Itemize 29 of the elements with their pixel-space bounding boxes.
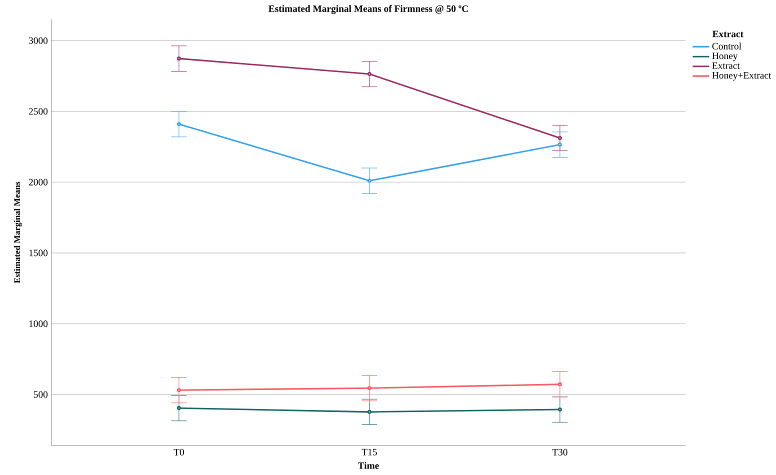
point (367, 410, 372, 414)
point (176, 122, 181, 126)
legend-label: Control (712, 42, 742, 50)
point (558, 142, 562, 146)
legend-label: Honey+Extract (712, 72, 772, 80)
y-axis-title: Estimated Marginal Means (14, 182, 22, 283)
legend-label: Honey (712, 52, 738, 61)
point (367, 72, 372, 76)
point (176, 388, 181, 392)
point (558, 407, 562, 412)
y-tick-label: 1500 (29, 249, 48, 256)
point (176, 406, 181, 410)
point (367, 178, 372, 183)
legend-title: Extract (712, 30, 744, 38)
y-tick-label: 2500 (28, 108, 48, 114)
legend-label: Extract (712, 62, 740, 69)
chart-title: Estimated Marginal Means of Firmness @ 50 ºC (268, 4, 468, 14)
point (558, 136, 562, 140)
y-tick-label: 2000 (28, 178, 48, 186)
x-tick-label: T30 (552, 448, 568, 456)
point (367, 386, 372, 390)
x-tick-label: T0 (174, 448, 184, 456)
x-axis-title: Time (358, 462, 379, 469)
point (176, 56, 181, 60)
y-tick-label: 3000 (29, 37, 48, 44)
y-tick-label: 500 (34, 391, 48, 398)
x-tick-label: T15 (362, 448, 377, 456)
point (558, 382, 562, 386)
y-tick-label: 1000 (29, 320, 48, 327)
